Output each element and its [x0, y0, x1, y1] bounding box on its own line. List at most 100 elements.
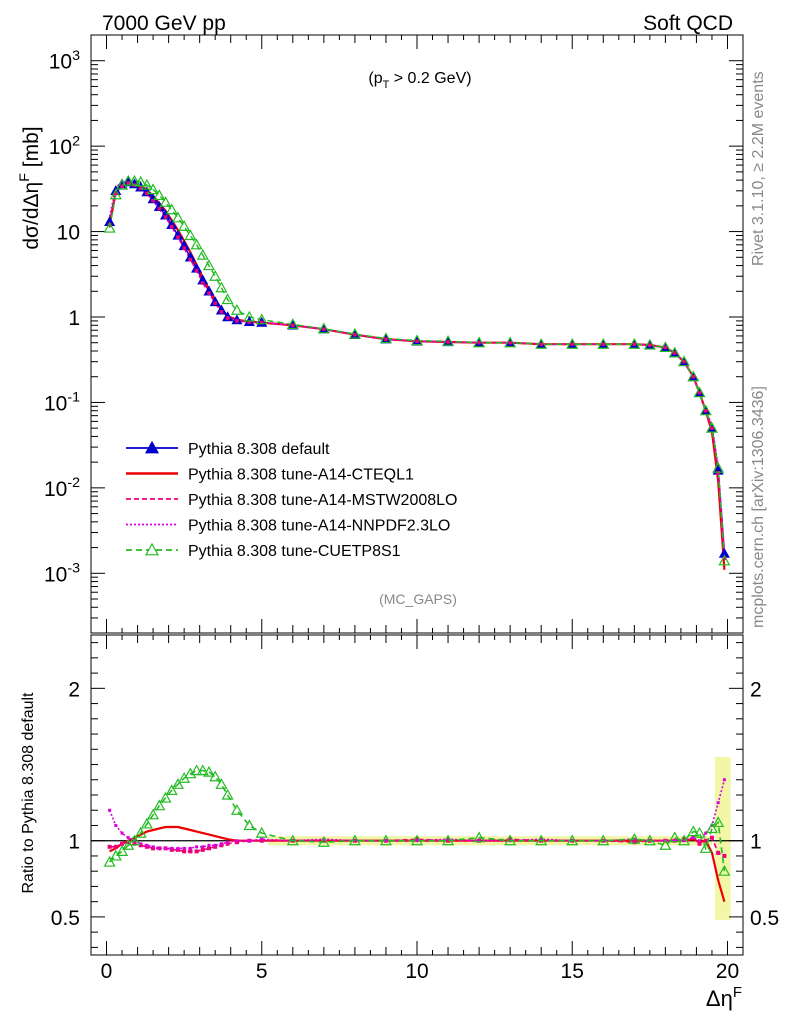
main-point-cuetp8s1: [643, 338, 656, 350]
main-point-mstw: [601, 342, 606, 347]
main-point-mstw: [151, 198, 155, 203]
main-point-mstw: [291, 323, 295, 328]
ratio-point-cuetp8s1: [628, 832, 641, 844]
main-point-cuetp8s1: [184, 229, 197, 241]
ratio-point-nnpdf: [195, 845, 199, 849]
main-point-mstw: [182, 246, 186, 250]
ratio-point-mstw: [722, 853, 727, 858]
ratio-point-nnpdf: [145, 843, 149, 847]
x-axis-text: ΔηF​: [706, 984, 742, 1011]
main-series-line: [108, 180, 726, 570]
ratio-point-cuetp8s1: [699, 842, 712, 853]
ratio-y-tick-label-right: 1: [750, 831, 762, 854]
main-point-mstw: [697, 390, 702, 395]
ratio-point-cuetp8s1: [153, 799, 166, 811]
ratio-point-cuetp8s1: [712, 816, 725, 828]
ratio-point-cuetp8s1: [116, 845, 129, 856]
ratio-series-line: [109, 769, 726, 872]
main-point-cuetp8s1: [221, 293, 234, 305]
main-y-axis-text: dσ/dΔηF​ [mb]: [17, 126, 43, 249]
ratio-point-cuetp8s1: [215, 778, 228, 789]
main-point-cuetp8s1: [628, 337, 641, 349]
ratio-point-cuetp8s1: [566, 834, 579, 846]
ratio-y-tick-label: 1: [68, 831, 80, 854]
ratio-point-mstw: [113, 844, 118, 849]
main-point-mstw: [157, 206, 162, 211]
ratio-point-cuetp8s1: [379, 834, 392, 846]
ratio-point-cuetp8s1: [410, 834, 424, 846]
mcplots-side-label: mcplots.cern.ch [arXiv:1306.3436]: [750, 386, 767, 628]
main-point-cuetp8s1: [230, 304, 243, 315]
main-point-mstw: [672, 351, 677, 355]
main-y-tick-label: 10-3​: [44, 560, 80, 586]
legend: Pythia 8.308 default Pythia 8.308 tune-A1…: [126, 440, 457, 560]
ratio-point-cuetp8s1: [677, 834, 691, 846]
ratio-point-cuetp8s1: [643, 834, 656, 846]
ratio-point-nnpdf: [207, 843, 211, 847]
main-point-mstw: [682, 359, 686, 364]
ratio-point-mstw: [138, 843, 143, 848]
ratio-point-mstw: [234, 840, 239, 845]
main-point-cuetp8s1: [147, 183, 160, 195]
main-point-cuetp8s1: [140, 178, 153, 190]
ratio-point-cuetp8s1: [209, 770, 222, 782]
main-point-mstw: [213, 301, 217, 306]
main-point-mstw: [107, 223, 112, 227]
main-point-cuetp8s1: [687, 370, 700, 382]
ratio-point-cuetp8s1: [159, 791, 172, 803]
ratio-point-nnpdf: [691, 836, 695, 840]
ratio-point-mstw: [175, 847, 180, 852]
ratio-y-axis-label: Ratio to Pythia 8.308 default: [20, 692, 37, 894]
ratio-point-cuetp8s1: [128, 834, 141, 846]
ratio-point-mstw: [188, 849, 193, 854]
main-point-cuetp8s1: [243, 310, 256, 322]
ratio-point-nnpdf: [235, 839, 239, 843]
ratio-point-mstw: [716, 850, 721, 855]
ratio-point-cuetp8s1: [687, 825, 700, 837]
main-point-mstw: [648, 343, 652, 347]
ratio-point-nnpdf: [710, 823, 714, 827]
main-point-cuetp8s1: [504, 336, 517, 348]
ratio-point-cuetp8s1: [230, 804, 243, 815]
analysis-label: (MC_GAPS): [379, 591, 457, 607]
ratio-point-mstw: [321, 838, 326, 843]
main-point-mstw: [570, 342, 575, 347]
pt-cut-text: (pT​ > 0.2 GeV): [368, 70, 471, 91]
ratio-y-ticks: 0.5 0.5 1 1 2 2: [51, 642, 779, 948]
ratio-point-mstw: [446, 838, 451, 843]
main-point-mstw: [235, 319, 239, 323]
ratio-point-mstw: [213, 844, 218, 849]
main-point-mstw: [353, 332, 357, 337]
ratio-point-nnpdf: [353, 839, 357, 843]
main-point-cuetp8s1: [566, 337, 579, 349]
ratio-point-nnpdf: [126, 836, 130, 840]
main-y-ticks: 103​ 102​ 10 1 10-1​ 10-2​ 10-3​: [44, 34, 743, 634]
ratio-point-nnpdf: [108, 808, 112, 812]
ratio-point-cuetp8s1: [693, 826, 706, 838]
ratio-frame: [90, 634, 744, 956]
main-point-mstw: [663, 345, 668, 350]
main-point-mstw: [384, 337, 388, 341]
main-point-cuetp8s1: [286, 318, 299, 329]
main-point-cuetp8s1: [122, 174, 135, 186]
main-point-cuetp8s1: [659, 341, 672, 353]
ratio-point-nnpdf: [322, 837, 326, 841]
x-tick-label: 10: [405, 960, 428, 983]
legend-label: Pythia 8.308 tune-A14-MSTW2008LO: [188, 492, 457, 509]
ratio-y-tick-label: 2: [68, 678, 80, 701]
main-point-mstw: [446, 340, 450, 344]
main-point-cuetp8s1: [379, 332, 392, 344]
ratio-point-nnpdf: [182, 846, 186, 850]
main-point-cuetp8s1: [693, 386, 706, 398]
main-point-cuetp8s1: [196, 248, 209, 260]
main-point-cuetp8s1: [215, 281, 228, 293]
ratio-point-nnpdf: [157, 846, 161, 850]
ratio-point-nnpdf: [213, 843, 217, 847]
main-point-cuetp8s1: [209, 270, 222, 281]
ratio-point-nnpdf: [247, 839, 251, 843]
main-point-cuetp8s1: [597, 337, 610, 349]
ratio-point-mstw: [151, 846, 156, 851]
main-point-mstw: [710, 426, 714, 430]
main-curves: [108, 180, 726, 570]
header-right-label: Soft QCD: [643, 12, 733, 35]
